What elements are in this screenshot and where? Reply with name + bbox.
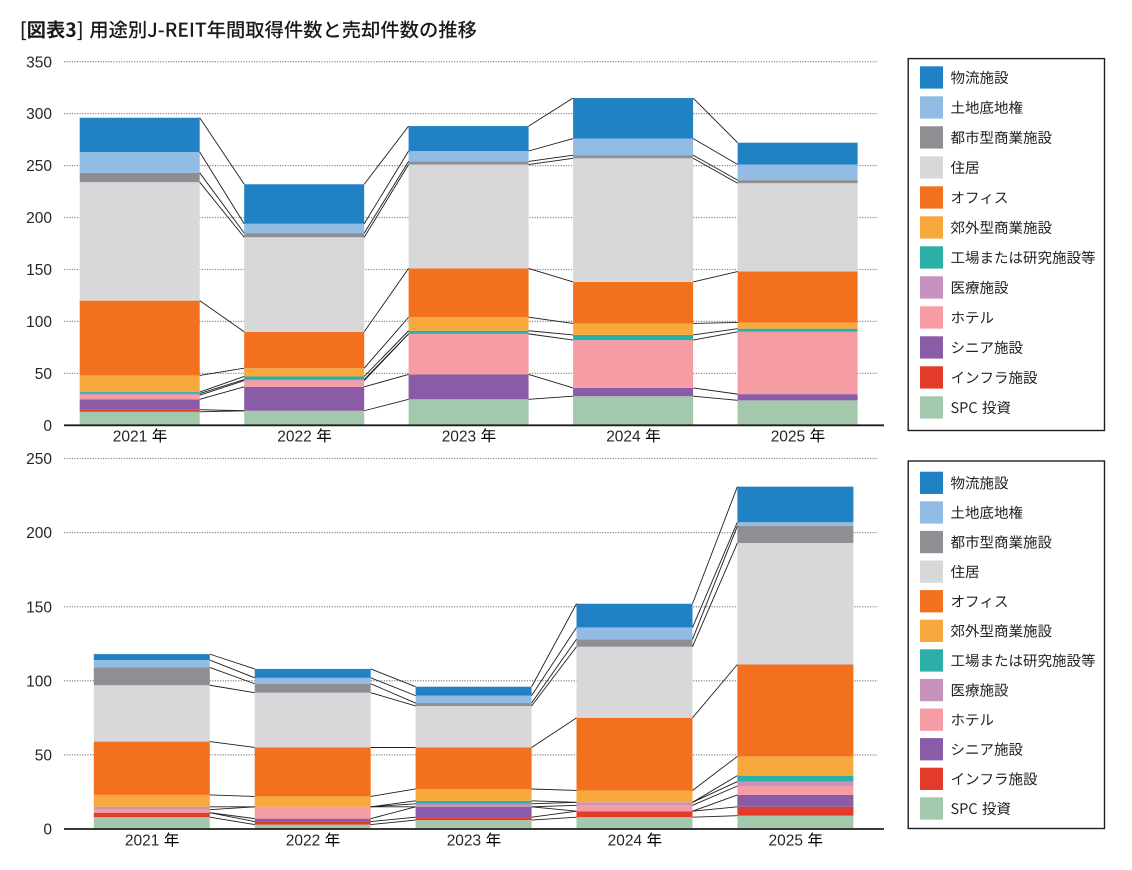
svg-text:300: 300 — [26, 106, 52, 123]
svg-text:250: 250 — [26, 451, 52, 468]
svg-text:100: 100 — [26, 314, 52, 331]
svg-text:2024: 2024 — [606, 428, 641, 445]
svg-text:350: 350 — [26, 54, 52, 71]
svg-text:250: 250 — [26, 158, 52, 175]
svg-text:2022: 2022 — [286, 833, 320, 850]
svg-text:150: 150 — [26, 599, 52, 616]
svg-text:50: 50 — [35, 366, 53, 383]
svg-text:50: 50 — [35, 748, 53, 765]
svg-text:150: 150 — [26, 262, 52, 279]
svg-text:2022: 2022 — [277, 428, 311, 445]
svg-text:2021: 2021 — [125, 833, 159, 850]
svg-text:2024: 2024 — [608, 833, 643, 850]
svg-text:100: 100 — [26, 673, 52, 690]
svg-text:0: 0 — [43, 418, 52, 435]
svg-text:2023: 2023 — [447, 833, 481, 850]
svg-text:0: 0 — [43, 822, 52, 839]
svg-text:2025: 2025 — [771, 428, 805, 445]
svg-text:2023: 2023 — [442, 428, 476, 445]
svg-text:200: 200 — [26, 525, 52, 542]
svg-text:200: 200 — [26, 210, 52, 227]
svg-text:2021: 2021 — [113, 428, 147, 445]
svg-text:2025: 2025 — [769, 833, 803, 850]
